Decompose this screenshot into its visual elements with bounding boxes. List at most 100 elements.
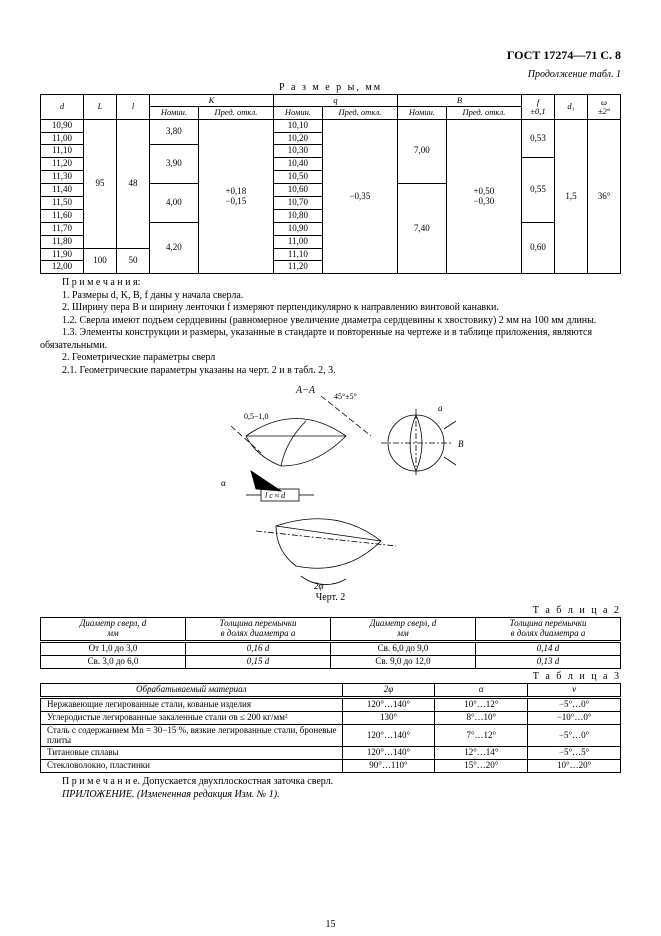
th: Обрабатываемый материал: [41, 683, 343, 697]
cell: −5°…0°: [528, 724, 621, 747]
cell: Углеродистые легированные закаленные ста…: [41, 711, 343, 724]
cell: 11,10: [273, 248, 322, 261]
th-f: f±0,1: [522, 95, 555, 120]
cell: −10°…0°: [528, 711, 621, 724]
svg-text:45°±5°: 45°±5°: [334, 392, 357, 401]
cell: Нержавеющие легированные стали, кованые …: [41, 697, 343, 711]
th: α: [435, 683, 528, 697]
note: 2. Ширину пера B и ширину ленточки f изм…: [40, 302, 621, 315]
cell: 7,40: [397, 184, 446, 274]
cell: 120°…140°: [342, 747, 435, 760]
th-K: K: [150, 95, 274, 107]
th-omega: ω±2°: [588, 95, 621, 120]
cell: 11,30: [41, 171, 84, 184]
cell: 11,00: [41, 132, 84, 145]
note: 1. Размеры d, K, B, f даны у начала свер…: [40, 290, 621, 303]
cell: 11,80: [41, 235, 84, 248]
table-2: Диаметр сверл, dмм Толщина перемычкив до…: [40, 617, 621, 669]
cell: 8°…10°: [435, 711, 528, 724]
table-3: Обрабатываемый материал2φαν Нержавеющие …: [40, 683, 621, 773]
svg-text:B: B: [458, 439, 464, 449]
cell: 120°…140°: [342, 697, 435, 711]
cell: 120°…140°: [342, 724, 435, 747]
th-Kprd: Пред. откл.: [198, 107, 273, 119]
cell: 10,40: [273, 158, 322, 171]
cell: 0,60: [522, 222, 555, 274]
gost-header: ГОСТ 17274—71 С. 8: [40, 48, 621, 63]
th: 2φ: [342, 683, 435, 697]
th-q: q: [273, 95, 397, 107]
cell: 10,30: [273, 145, 322, 158]
th-d1: d₁: [555, 95, 588, 120]
table3-caption: Т а б л и ц а 3: [40, 671, 621, 682]
th-Bprd: Пред. откл.: [446, 107, 521, 119]
cell: 10°…20°: [528, 760, 621, 773]
cell: 10°…12°: [435, 697, 528, 711]
cell: −5°…0°: [528, 697, 621, 711]
note: 2. Геометрические параметры сверл: [40, 352, 621, 365]
cell: 0,55: [522, 158, 555, 222]
th-Bnom: Номин.: [397, 107, 446, 119]
svg-text:0,5−1,0: 0,5−1,0: [244, 412, 269, 421]
cell: 11,90: [41, 248, 84, 261]
cell: +0,50−0,30: [446, 119, 521, 274]
figure-2: A−A α 45°±5° 0,5−1,0 B a 2φ l c ≈ d: [186, 381, 476, 591]
cell: 11,50: [41, 197, 84, 210]
cell: 7°…12°: [435, 724, 528, 747]
cell: 11,20: [41, 158, 84, 171]
note: ПРИЛОЖЕНИЕ. (Измененная редакция Изм. № …: [40, 789, 621, 802]
note: 1.2. Сверла имеют подъем сердцевины (рав…: [40, 315, 621, 328]
table3-notes: П р и м е ч а н и е. Допускается двухпло…: [40, 776, 621, 801]
note: П р и м е ч а н и я:: [40, 277, 621, 290]
continuation-label: Продолжение табл. 1: [40, 69, 621, 80]
cell: 11,70: [41, 222, 84, 235]
cell: Сталь с содержанием Mn = 30−15 %, вязкие…: [41, 724, 343, 747]
cell: Св. 3,0 до 6,0: [41, 656, 186, 669]
cell: 0,13 d: [476, 656, 621, 669]
cell: 10,60: [273, 184, 322, 197]
cell: 3,80: [150, 119, 199, 145]
th-qnom: Номин.: [273, 107, 322, 119]
cell: 0,15 d: [186, 656, 331, 669]
note: 1.3. Элементы конструкции и размеры, ука…: [40, 327, 621, 352]
cell: 90°…110°: [342, 760, 435, 773]
th: Диаметр сверл, dмм: [331, 618, 476, 642]
note: 2.1. Геометрические параметры указаны на…: [40, 365, 621, 378]
cell: 4,00: [150, 184, 199, 223]
cell: 3,90: [150, 145, 199, 184]
cell: −5°…5°: [528, 747, 621, 760]
table2-caption: Т а б л и ц а 2: [40, 605, 621, 616]
th-qprd: Пред. откл.: [322, 107, 397, 119]
cell: 12°…14°: [435, 747, 528, 760]
dimensions-label: Р а з м е р ы, мм: [40, 82, 621, 93]
cell: 10,50: [273, 171, 322, 184]
cell: 10,90: [41, 119, 84, 132]
svg-text:a: a: [438, 403, 443, 413]
cell: 48: [117, 119, 150, 248]
cell: 10,70: [273, 197, 322, 210]
cell: 11,40: [41, 184, 84, 197]
cell: 0,16 d: [186, 642, 331, 656]
th: Толщина перемычкив долях диаметра a: [186, 618, 331, 642]
cell: Титановые сплавы: [41, 747, 343, 760]
figure-caption: Черт. 2: [40, 592, 621, 603]
cell: 4,20: [150, 222, 199, 274]
th: Диаметр сверл, dмм: [41, 618, 186, 642]
cell: Стекловолокно, пластинки: [41, 760, 343, 773]
cell: 50: [117, 248, 150, 274]
th-Knom: Номин.: [150, 107, 199, 119]
cell: 10,10: [273, 119, 322, 132]
cell: 0,53: [522, 119, 555, 158]
cell: 10,90: [273, 222, 322, 235]
cell: 7,00: [397, 119, 446, 183]
svg-text:l c ≈ d: l c ≈ d: [265, 491, 286, 500]
th-B: B: [397, 95, 521, 107]
cell: 15°…20°: [435, 760, 528, 773]
th: Толщина перемычкив долях диаметра a: [476, 618, 621, 642]
notes-block: П р и м е ч а н и я: 1. Размеры d, K, B,…: [40, 277, 621, 377]
cell: 11,00: [273, 235, 322, 248]
page-number: 15: [0, 919, 661, 930]
th-l: l: [117, 95, 150, 120]
cell: От 1,0 до 3,0: [41, 642, 186, 656]
th: ν: [528, 683, 621, 697]
